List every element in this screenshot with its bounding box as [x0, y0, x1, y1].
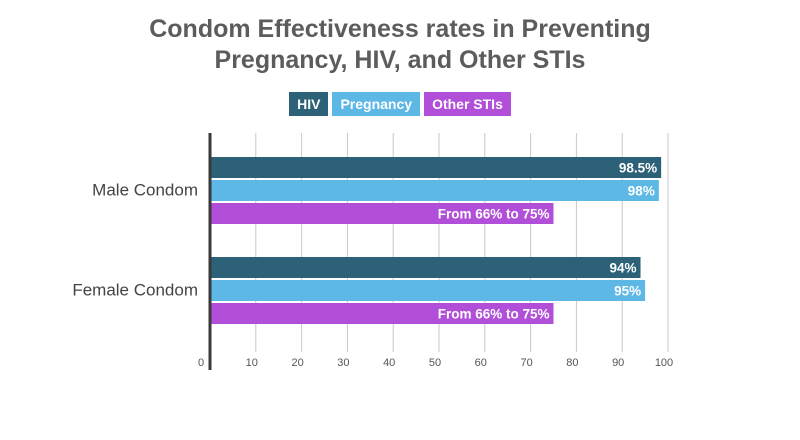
data-label: 98%: [628, 184, 655, 199]
chart-title: Condom Effectiveness rates in Preventing…: [0, 14, 800, 76]
x-tick-label-50: 50: [429, 357, 441, 369]
x-tick-label-60: 60: [475, 357, 487, 369]
category-label: Female Condom: [72, 281, 198, 300]
bar-male-condom-hiv: [210, 157, 662, 178]
data-label: 95%: [614, 284, 641, 299]
chart-title-line-1: Condom Effectiveness rates in Preventing: [149, 15, 651, 43]
data-label: 94%: [609, 261, 636, 276]
legend: HIV Pregnancy Other STIs: [0, 92, 800, 116]
x-tick-label-100: 100: [655, 357, 673, 369]
data-label: From 66% to 75%: [438, 307, 550, 322]
x-tick-label-90: 90: [612, 357, 624, 369]
x-tick-label-0: 0: [198, 357, 204, 369]
legend-item-hiv: HIV: [289, 92, 329, 116]
category-label: Male Condom: [92, 181, 198, 200]
bar-male-condom-pregnancy: [210, 180, 659, 201]
legend-item-pregnancy: Pregnancy: [332, 92, 421, 116]
x-tick-label-80: 80: [566, 357, 578, 369]
bar-female-condom-pregnancy: [210, 280, 646, 301]
data-label: From 66% to 75%: [438, 207, 550, 222]
x-tick-label-70: 70: [520, 357, 532, 369]
chart-title-line-2: Pregnancy, HIV, and Other STIs: [214, 46, 586, 74]
x-tick-label-30: 30: [337, 357, 349, 369]
legend-item-other-stis: Other STIs: [424, 92, 511, 116]
x-tick-label-20: 20: [291, 357, 303, 369]
x-tick-label-10: 10: [246, 357, 258, 369]
bar-female-condom-hiv: [210, 257, 641, 278]
x-tick-label-40: 40: [383, 357, 395, 369]
data-label: 98.5%: [619, 161, 657, 176]
bar-male-condom-other-stis: [210, 203, 554, 224]
bar-female-condom-other-stis: [210, 303, 554, 324]
